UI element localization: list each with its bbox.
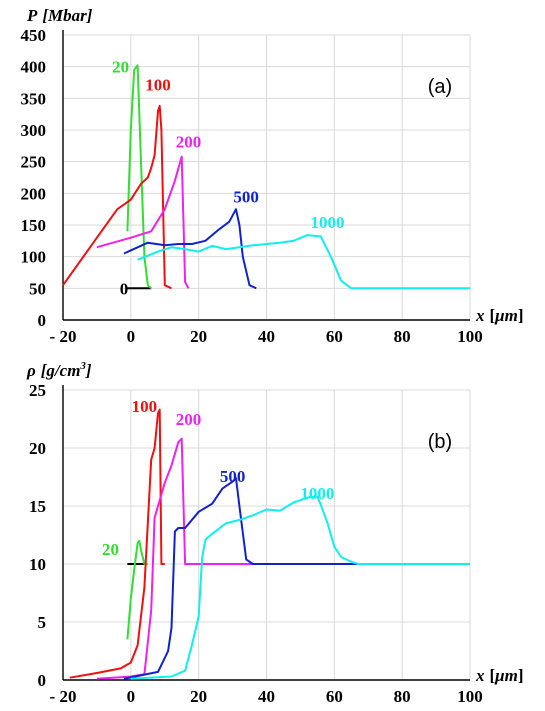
y-axis-symbol: P: [26, 6, 38, 25]
series-line-500: [123, 208, 257, 290]
y-tick-label: 0: [38, 671, 47, 690]
series-line-20: [126, 539, 148, 640]
y-tick-label: 200: [21, 184, 47, 203]
series-line-200: [96, 437, 335, 680]
y-axis-label: ρ [g/cm3]: [26, 360, 92, 380]
series-label: 20: [112, 58, 129, 77]
y-tick-label: 20: [29, 439, 46, 458]
gridlines: [62, 389, 471, 681]
x-tick-label: 60: [326, 687, 343, 706]
series-line-100: [62, 104, 172, 290]
series-label: 1000: [300, 484, 334, 503]
x-axis-symbol: x: [475, 306, 485, 325]
series-line-1000: [130, 495, 470, 680]
x-tick-label: 80: [394, 687, 411, 706]
series-label: 0: [120, 279, 129, 298]
y-tick-label: 100: [21, 248, 47, 267]
y-tick-label: 15: [29, 497, 46, 516]
y-tick-label: 25: [29, 381, 46, 400]
y-axis-label: P [Mbar]: [26, 6, 93, 25]
x-axis-label: x [μm]: [475, 666, 524, 685]
x-tick-label: 20: [190, 687, 207, 706]
x-tick-label: - 20: [50, 687, 77, 706]
x-axis-unit-close: ]: [518, 666, 524, 685]
y-axis-unit-close: ]: [85, 361, 92, 380]
series-label: 100: [145, 75, 171, 94]
y-tick-label: 5: [38, 613, 47, 632]
x-axis-unit-open: [: [490, 306, 496, 325]
series-line-100: [69, 408, 165, 679]
x-tick-label: - 20: [50, 327, 77, 346]
y-tick-label: 50: [29, 279, 46, 298]
series-label: 200: [176, 410, 202, 429]
y-tick-label: 450: [21, 26, 47, 45]
x-tick-label: 0: [127, 687, 136, 706]
y-axis-unit: [g/cm: [41, 361, 81, 380]
x-tick-label: 0: [127, 327, 136, 346]
pressure-chart: - 20 0 20 40 60 80 100050100150200250300350400…: [21, 6, 524, 346]
y-tick-label: 300: [21, 121, 47, 140]
x-tick-label: 100: [457, 687, 483, 706]
series-line-1000: [137, 234, 470, 290]
gridlines: [62, 34, 471, 321]
series-line-500: [123, 477, 359, 680]
y-axis-symbol: ρ: [26, 361, 36, 380]
series-line-20: [126, 64, 152, 290]
y-tick-label: 10: [29, 555, 46, 574]
y-tick-label: 250: [21, 153, 47, 172]
series-label: 500: [220, 467, 246, 486]
x-axis-label: x [μm]: [475, 306, 524, 325]
y-axis-unit: [Mbar]: [42, 6, 92, 25]
y-tick-label: 150: [21, 216, 47, 235]
x-tick-label: 40: [258, 687, 275, 706]
series-label: 200: [176, 132, 202, 151]
x-tick-label: 100: [457, 327, 483, 346]
x-axis-unit: μm: [494, 666, 518, 685]
x-tick-label: 20: [190, 327, 207, 346]
series-label: 20: [102, 540, 119, 559]
x-axis-unit-close: ]: [518, 306, 524, 325]
y-tick-label: 400: [21, 58, 47, 77]
x-tick-label: 40: [258, 327, 275, 346]
series-label: 1000: [311, 213, 345, 232]
x-axis-unit: μm: [494, 306, 518, 325]
series-line-200: [96, 155, 190, 289]
series-label: 100: [132, 397, 158, 416]
x-axis-unit-open: [: [490, 666, 496, 685]
y-tick-label: 0: [38, 311, 47, 330]
x-axis-symbol: x: [475, 666, 485, 685]
y-axis-unit-superscript: 3: [79, 360, 86, 372]
y-tick-label: 350: [21, 89, 47, 108]
panel-label: (b): [428, 431, 452, 453]
x-tick-label: 60: [326, 327, 343, 346]
panel-label: (a): [428, 76, 452, 98]
series-label: 500: [233, 188, 259, 207]
x-tick-label: 80: [394, 327, 411, 346]
